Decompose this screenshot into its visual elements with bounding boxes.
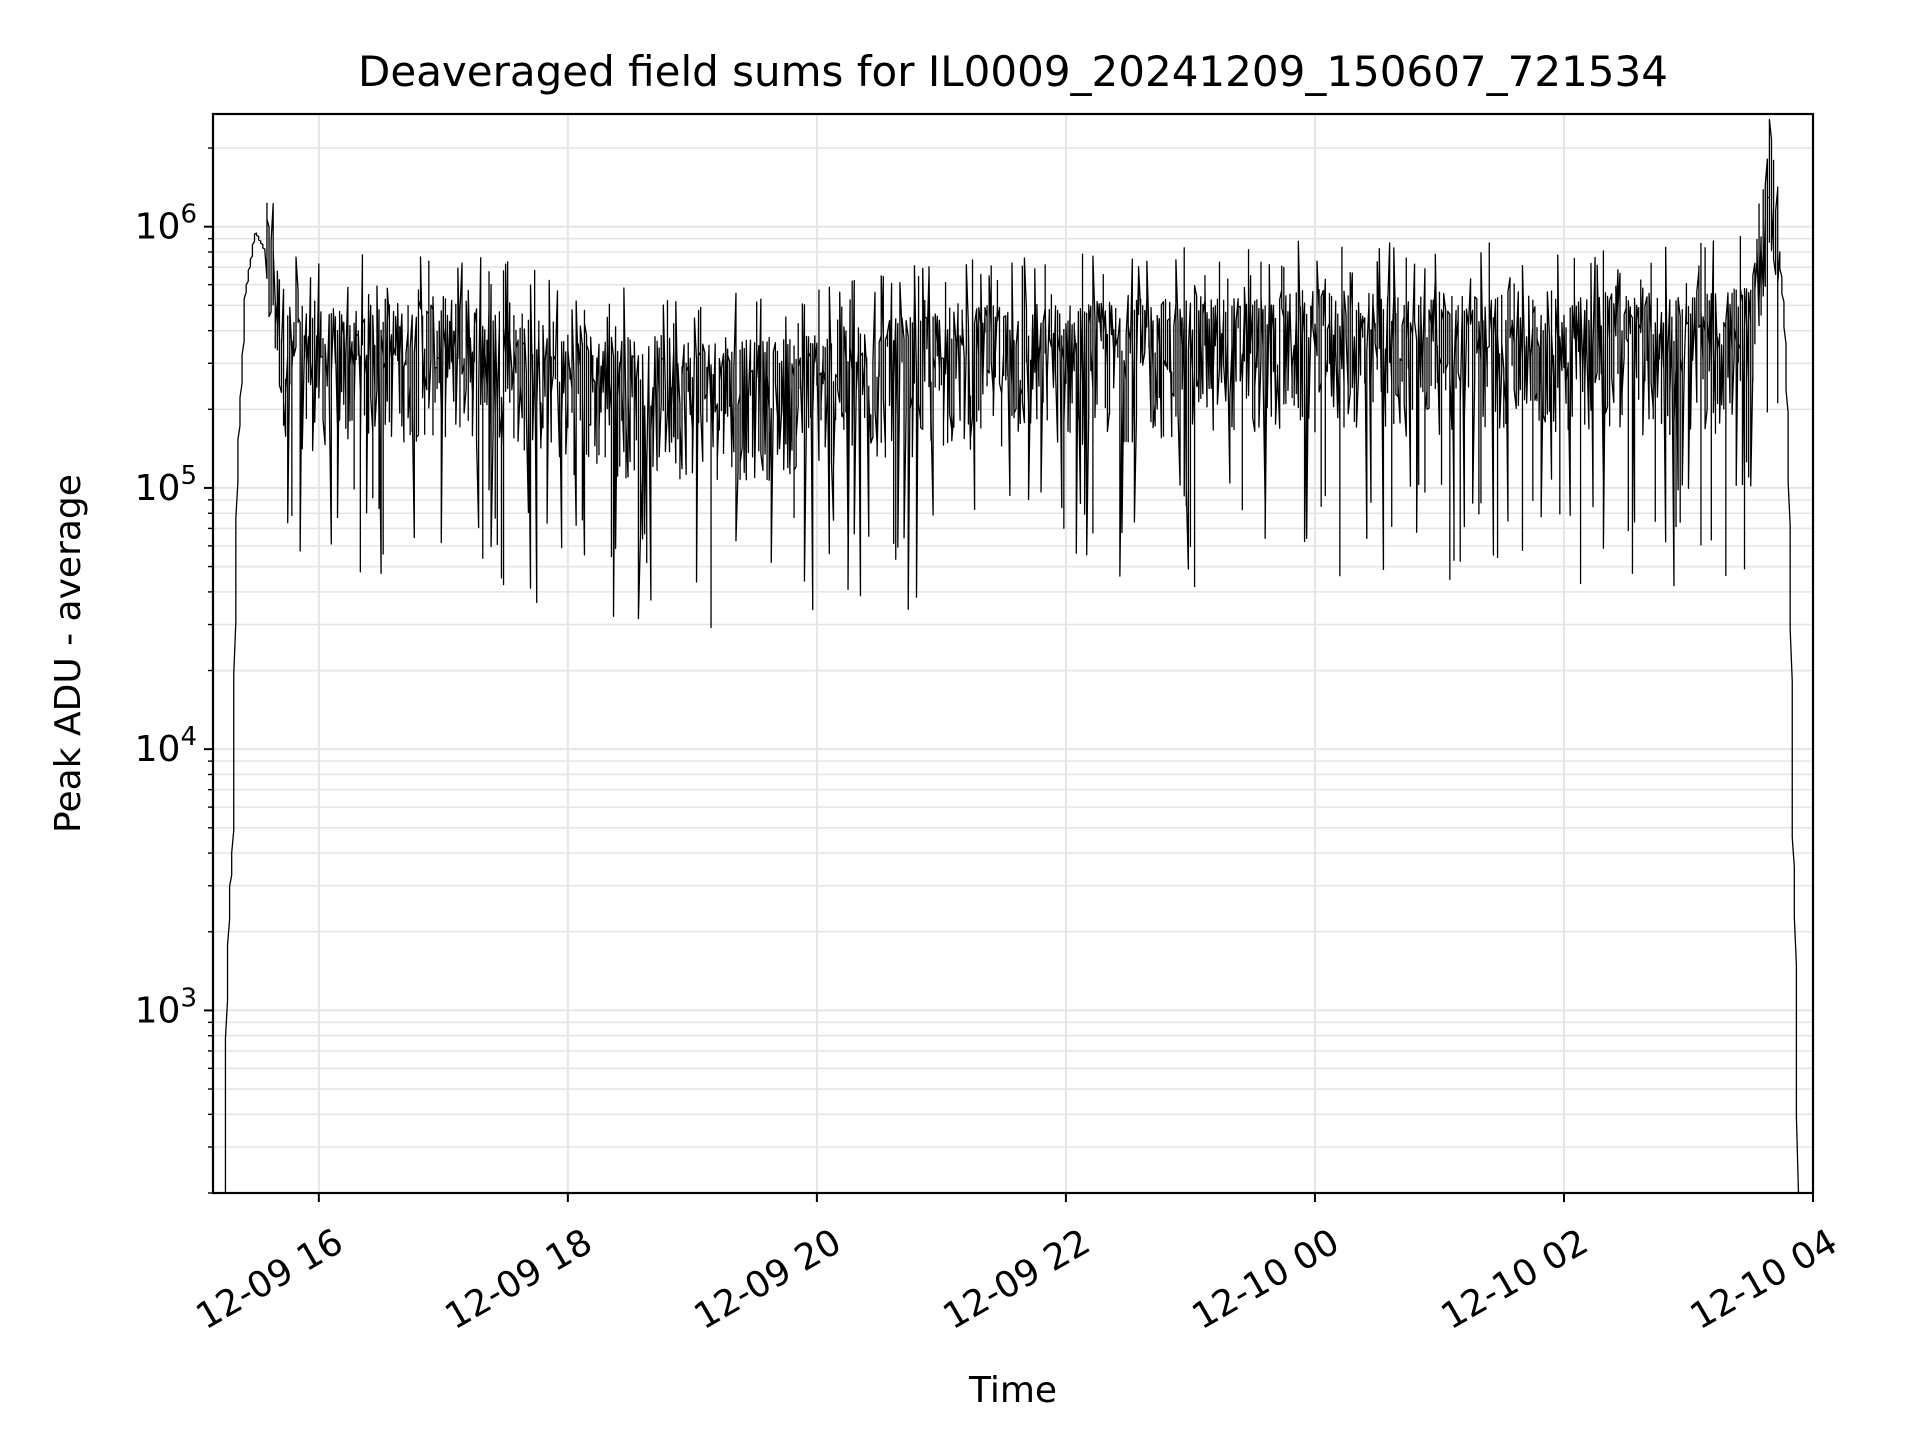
x-tick-label: 12-10 04 (1684, 1221, 1845, 1337)
y-tick-label: 106 (135, 200, 197, 248)
x-tick-label: 12-10 02 (1435, 1221, 1596, 1337)
grid (213, 114, 1814, 1194)
x-tick-label: 12-09 18 (438, 1221, 599, 1337)
x-axis-label: Time (968, 1370, 1057, 1411)
series-layer (224, 118, 1800, 1194)
plot-frame (211, 112, 1815, 1195)
x-tick-label: 12-09 16 (189, 1221, 350, 1337)
y-tick-label: 104 (135, 722, 197, 770)
x-tick-label: 12-09 22 (937, 1221, 1098, 1337)
y-tick-label: 103 (135, 983, 197, 1031)
chart-title: Deaveraged field sums for IL0009_2024120… (358, 47, 1668, 96)
series-line (224, 118, 1800, 1194)
y-tick-label: 105 (135, 461, 197, 509)
y-axis-label: Peak ADU - average (48, 474, 89, 833)
x-tick-label: 12-09 20 (688, 1221, 849, 1337)
x-tick-label: 12-10 00 (1186, 1221, 1347, 1337)
